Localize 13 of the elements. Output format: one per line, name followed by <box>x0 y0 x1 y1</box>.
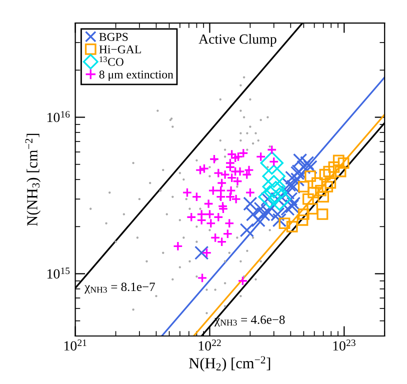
x-tick-label: 10$^{22}$ <box>198 340 221 351</box>
x-axis-title: N(H$_{2}$) [cm$^{−2}$] <box>189 356 270 372</box>
x-tick-label: 10$^{23}$ <box>333 340 356 351</box>
text: Active Clump <box>198 34 276 47</box>
legend-label: 8 μm extinction <box>99 70 174 81</box>
legend-label: $^{13}$CO <box>100 56 124 66</box>
annotation: χ$_{NH3}$ = 8.1e−7 <box>84 282 155 294</box>
legend-label: BGPS <box>99 32 128 41</box>
y-tick-label: 10$^{15}$ <box>47 268 70 279</box>
y-tick-label: 10$^{16}$ <box>47 111 70 122</box>
y-axis-title: N(NH$_{3}$) [cm$^{−2}$] <box>25 134 41 226</box>
legend-label: Hi−GAL <box>99 45 141 54</box>
x-tick-label: 10$^{21}$ <box>64 340 86 351</box>
